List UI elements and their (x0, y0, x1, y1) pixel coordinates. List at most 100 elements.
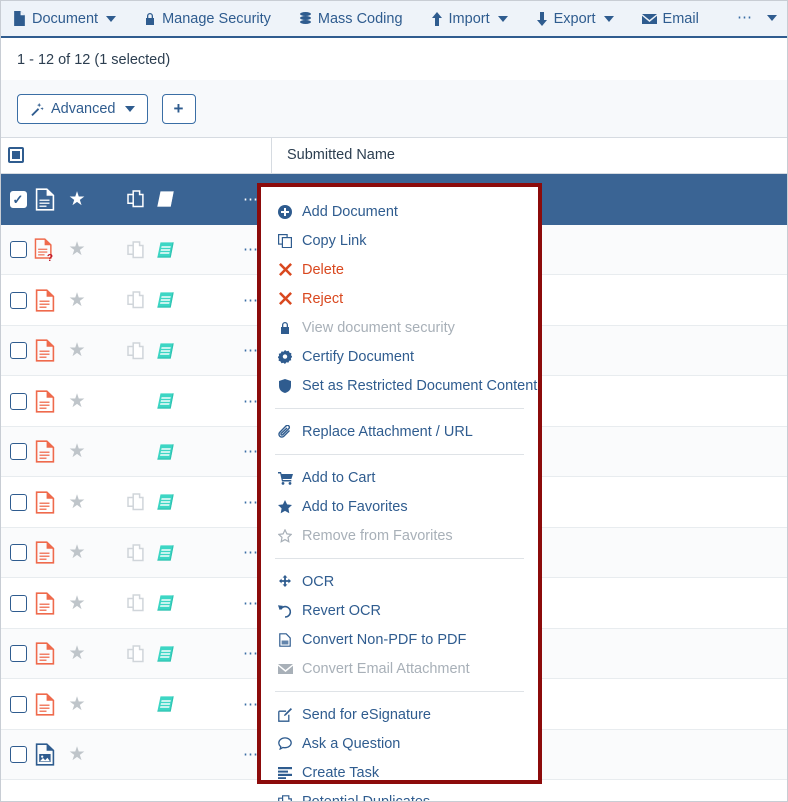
row-checkbox[interactable] (9, 746, 27, 764)
menu-item-create-task[interactable]: Create Task (261, 758, 538, 787)
menu-item-add-document[interactable]: Add Document (261, 197, 538, 226)
row-checkbox[interactable] (9, 241, 27, 259)
favorite-star-icon[interactable]: ★ (68, 441, 86, 463)
pdf-file-icon[interactable] (34, 427, 56, 478)
ellipsis-icon[interactable]: ⋯ (737, 9, 753, 26)
book-icon[interactable] (153, 174, 177, 225)
menu-item-ask-a-question[interactable]: Ask a Question (261, 729, 538, 758)
menu-item-label: Copy Link (302, 232, 367, 249)
add-filter-button[interactable]: + (161, 93, 196, 124)
menubar-overflow-group[interactable]: ⋯ (737, 10, 777, 25)
favorite-star-icon[interactable]: ★ (68, 289, 86, 311)
favorite-star-icon[interactable]: ★ (68, 744, 86, 766)
pdf-file-icon[interactable] (34, 578, 56, 629)
table-row[interactable]: ★ ⋯ (1, 578, 787, 629)
book-icon[interactable] (153, 376, 177, 427)
duplicate-icon[interactable] (124, 578, 146, 629)
row-checkbox[interactable] (9, 544, 27, 562)
row-checkbox[interactable]: ✓ (9, 190, 27, 208)
duplicate-icon[interactable] (124, 629, 146, 680)
row-actions-ellipsis-icon[interactable]: ⋯ (243, 695, 259, 713)
advanced-search-button[interactable]: Advanced (17, 93, 148, 124)
favorite-star-icon[interactable]: ★ (68, 643, 86, 665)
book-icon[interactable] (153, 427, 177, 478)
favorite-star-icon[interactable]: ★ (68, 390, 86, 412)
image-file-icon[interactable] (34, 730, 56, 781)
menu-item-reject[interactable]: Reject (261, 284, 538, 313)
duplicate-icon[interactable] (124, 174, 146, 225)
favorite-star-icon[interactable]: ★ (68, 693, 86, 715)
chevron-down-icon[interactable] (767, 14, 777, 21)
favorite-star-icon[interactable]: ★ (68, 592, 86, 614)
row-actions-ellipsis-icon[interactable]: ⋯ (243, 291, 259, 309)
menu-item-add-to-favorites[interactable]: Add to Favorites (261, 492, 538, 521)
pdf-file-icon[interactable] (34, 629, 56, 680)
select-all-checkbox[interactable] (8, 147, 24, 163)
favorite-star-icon[interactable]: ★ (68, 542, 86, 564)
menu-item-certify-document[interactable]: Certify Document (261, 342, 538, 371)
menu-item-send-for-esignature[interactable]: Send for eSignature (261, 700, 538, 729)
row-checkbox[interactable] (9, 695, 27, 713)
book-icon[interactable] (153, 275, 177, 326)
row-actions-ellipsis-icon[interactable]: ⋯ (243, 493, 259, 511)
duplicate-icon[interactable] (124, 326, 146, 377)
menu-item-potential-duplicates[interactable]: Potential Duplicates (261, 787, 538, 801)
menu-item-add-to-cart[interactable]: Add to Cart (261, 463, 538, 492)
book-icon[interactable] (153, 326, 177, 377)
book-icon[interactable] (153, 225, 177, 276)
favorite-star-icon[interactable]: ★ (68, 239, 86, 261)
row-checkbox[interactable] (9, 443, 27, 461)
row-checkbox[interactable] (9, 392, 27, 410)
row-checkbox[interactable] (9, 645, 27, 663)
duplicate-icon[interactable] (124, 225, 146, 276)
favorite-star-icon[interactable]: ★ (68, 491, 86, 513)
menubar-item-document[interactable]: Document (13, 11, 117, 27)
pdf-file-icon[interactable] (34, 528, 56, 579)
row-actions-ellipsis-icon[interactable]: ⋯ (243, 746, 259, 764)
row-checkbox[interactable] (9, 594, 27, 612)
book-icon[interactable] (153, 528, 177, 579)
book-icon[interactable] (153, 477, 177, 528)
menu-item-view-document-security: View document security (261, 313, 538, 342)
menubar-item-mass-coding[interactable]: Mass Coding (299, 11, 403, 27)
pdf-file-icon[interactable] (34, 326, 56, 377)
menubar-item-import[interactable]: Import (431, 11, 508, 27)
comment-icon (277, 737, 293, 750)
pdf-file-icon[interactable] (34, 275, 56, 326)
row-checkbox[interactable] (9, 291, 27, 309)
menubar-item-email[interactable]: Email (641, 11, 699, 27)
menu-item-convert-non-pdf-to-pdf[interactable]: Convert Non-PDF to PDF (261, 625, 538, 654)
pdf-file-icon[interactable] (34, 174, 56, 225)
row-actions-ellipsis-icon[interactable]: ⋯ (243, 392, 259, 410)
row-checkbox[interactable] (9, 342, 27, 360)
favorite-star-filled-icon[interactable]: ★ (68, 188, 86, 210)
row-actions-ellipsis-icon[interactable]: ⋯ (243, 443, 259, 461)
menu-item-copy-link[interactable]: Copy Link (261, 226, 538, 255)
pdf-file-icon[interactable] (34, 376, 56, 427)
pdf-file-icon[interactable] (34, 477, 56, 528)
menu-item-set-as-restricted-document-content[interactable]: Set as Restricted Document Content (261, 371, 538, 400)
menubar-item-manage-security[interactable]: Manage Security (144, 11, 271, 27)
book-icon[interactable] (153, 679, 177, 730)
menubar-item-export[interactable]: Export (536, 11, 614, 27)
row-actions-ellipsis-icon[interactable]: ⋯ (243, 594, 259, 612)
pdf-unknown-icon[interactable]: ? (34, 225, 56, 276)
column-header-submitted-name[interactable]: Submitted Name (287, 147, 395, 163)
favorite-star-icon[interactable]: ★ (68, 340, 86, 362)
duplicate-icon[interactable] (124, 477, 146, 528)
duplicate-icon[interactable] (124, 528, 146, 579)
book-icon[interactable] (153, 629, 177, 680)
row-actions-ellipsis-icon[interactable]: ⋯ (243, 544, 259, 562)
menu-item-replace-attachment-url[interactable]: Replace Attachment / URL (261, 417, 538, 446)
book-icon[interactable] (153, 578, 177, 629)
row-checkbox[interactable] (9, 493, 27, 511)
menu-item-revert-ocr[interactable]: Revert OCR (261, 596, 538, 625)
menu-item-ocr[interactable]: OCR (261, 567, 538, 596)
pdf-file-icon[interactable] (34, 679, 56, 730)
row-actions-ellipsis-icon[interactable]: ⋯ (243, 190, 259, 208)
row-actions-ellipsis-icon[interactable]: ⋯ (243, 645, 259, 663)
duplicate-icon[interactable] (124, 275, 146, 326)
row-actions-ellipsis-icon[interactable]: ⋯ (243, 342, 259, 360)
menu-item-delete[interactable]: Delete (261, 255, 538, 284)
row-actions-ellipsis-icon[interactable]: ⋯ (243, 241, 259, 259)
